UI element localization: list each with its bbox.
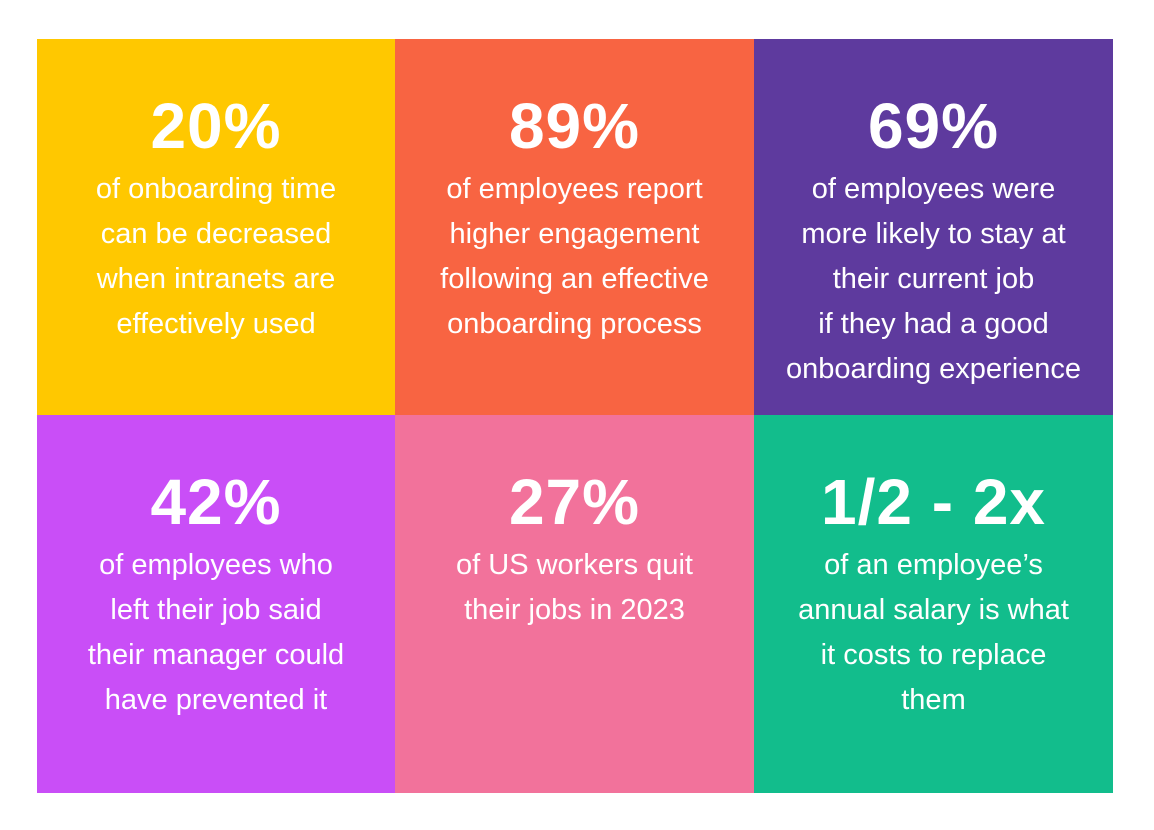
- stat-card-onboarding-time: 20% of onboarding time can be decreased …: [37, 39, 395, 415]
- stat-card-quit-rate: 27% of US workers quit their jobs in 202…: [395, 415, 754, 793]
- stat-value: 69%: [867, 90, 1000, 162]
- stat-value: 20%: [150, 90, 282, 162]
- stat-value: 42%: [150, 466, 282, 538]
- stat-value: 27%: [508, 466, 641, 538]
- stat-card-engagement: 89% of employees report higher engagemen…: [395, 39, 754, 415]
- stat-card-replacement-cost: 1/2 - 2x of an employee’s annual salary …: [754, 415, 1113, 793]
- stat-description: of an employee’s annual salary is what i…: [798, 549, 1069, 716]
- stat-description: of onboarding time can be decreased when…: [95, 173, 337, 340]
- stat-value: 1/2 - 2x: [820, 466, 1047, 538]
- stat-description: of employees were more likely to stay at…: [785, 173, 1082, 385]
- stat-card-retention: 69% of employees were more likely to sta…: [754, 39, 1113, 415]
- stat-description: of employees report higher engagement fo…: [440, 173, 709, 340]
- stats-grid: 20% of onboarding time can be decreased …: [37, 39, 1113, 793]
- stat-card-manager: 42% of employees who left their job said…: [37, 415, 395, 793]
- stat-value: 89%: [508, 90, 641, 162]
- stat-description: of employees who left their job said the…: [87, 549, 345, 716]
- stat-description: of US workers quit their jobs in 2023: [456, 549, 693, 626]
